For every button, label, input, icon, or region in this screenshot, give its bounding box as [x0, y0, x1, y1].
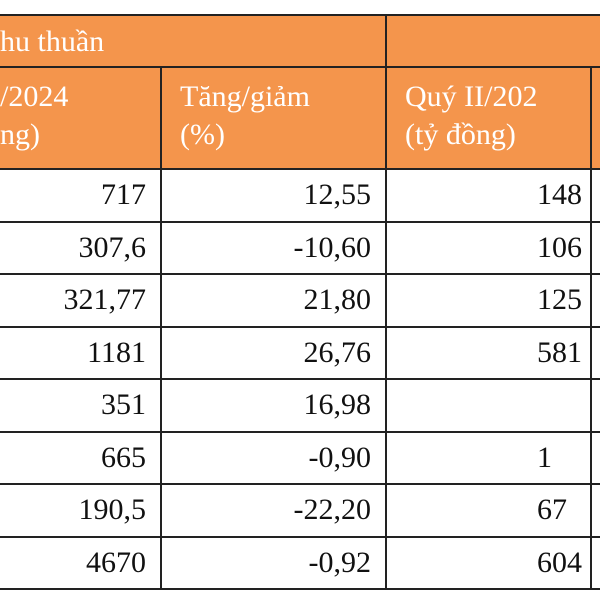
table-cell [592, 170, 600, 223]
table-cell: 21,80 [162, 275, 387, 328]
header-line: (%) [180, 118, 225, 151]
table-cell [592, 485, 600, 538]
header-line: /2024 [0, 80, 69, 113]
table-cell [592, 380, 600, 433]
table-cell: 717 [0, 170, 162, 223]
table-cell: 67 [387, 485, 592, 538]
column-header: Quý II/202 (tỷ đồng) [387, 68, 592, 170]
header-line: (tỷ đồng) [405, 118, 516, 151]
column-header: /2024 ng) [0, 68, 162, 170]
table-cell: 4670 [0, 537, 162, 590]
header-line: ng) [0, 118, 40, 151]
table-cell: 148 [387, 170, 592, 223]
table-cell [387, 380, 592, 433]
table-cell [592, 328, 600, 380]
header-line: Tăng/giảm [180, 80, 310, 113]
table-cell: 1 [387, 432, 592, 485]
table-cell: -10,60 [162, 222, 387, 275]
group-header-next [387, 16, 600, 68]
table-cell: 16,98 [162, 380, 387, 433]
column-header [592, 68, 600, 170]
table-cell: -0,92 [162, 537, 387, 590]
table-cell: -22,20 [162, 485, 387, 538]
table-cell [592, 275, 600, 328]
table-cell: 351 [0, 380, 162, 433]
table-cell: 321,77 [0, 275, 162, 328]
table-cell [592, 223, 600, 275]
table-cell: 604 [387, 537, 592, 590]
header-line: Quý II/202 [405, 80, 538, 113]
table-cell: 190,5 [0, 485, 162, 538]
column-header: Tăng/giảm (%) [162, 68, 387, 170]
table-cell: -0,90 [162, 432, 387, 485]
table-cell: 26,76 [162, 327, 387, 380]
table-cell: 12,55 [162, 170, 387, 223]
group-header: hu thuần [0, 16, 387, 68]
table-cell: 106 [387, 222, 592, 275]
table-cell: 307,6 [0, 222, 162, 275]
table-cell: 581 [387, 327, 592, 380]
table-cell: 1181 [0, 327, 162, 380]
table-cell: 125 [387, 275, 592, 328]
table-cell [592, 538, 600, 590]
table-cell [592, 433, 600, 485]
table-cell: 665 [0, 432, 162, 485]
top-border [0, 14, 600, 16]
